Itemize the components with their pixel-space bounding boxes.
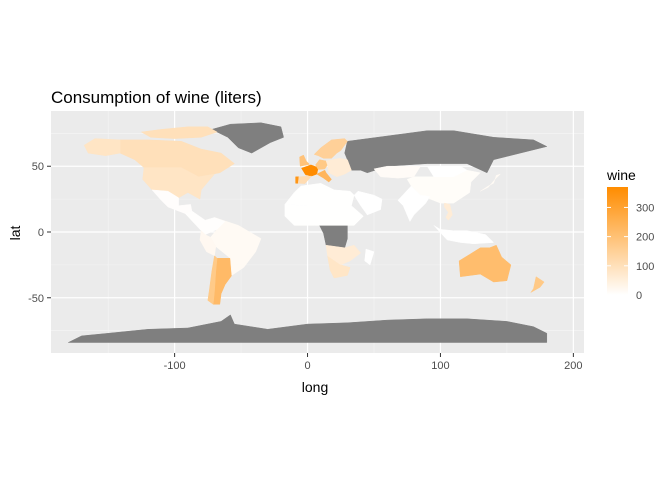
region-mexico <box>151 189 193 214</box>
legend-colorbar <box>607 187 628 295</box>
region-saudi-arabia <box>353 190 383 216</box>
region-uk <box>299 154 311 167</box>
region-madagascar <box>364 248 375 266</box>
region-spain <box>297 175 313 184</box>
legend-title: wine <box>606 167 636 183</box>
chart-title: Consumption of wine (liters) <box>51 88 262 107</box>
y-axis-label: lat <box>7 226 23 241</box>
region-eastern-europe <box>325 158 352 178</box>
x-axis-label: long <box>302 379 328 395</box>
x-tick-label: -100 <box>164 360 186 372</box>
y-tick-label: 0 <box>38 227 44 239</box>
x-tick-label: 200 <box>564 360 582 372</box>
legend-tick-label: 100 <box>636 261 654 273</box>
legend-ticks: 0 100 200 300 <box>607 202 654 302</box>
region-new-zealand <box>530 276 545 293</box>
x-axis: -100 0 100 200 <box>164 353 583 372</box>
legend-tick-label: 0 <box>636 290 642 302</box>
y-tick-label: 50 <box>32 161 44 173</box>
y-tick-label: -50 <box>28 293 44 305</box>
region-japan <box>480 173 501 192</box>
x-tick-label: 100 <box>431 360 449 372</box>
region-alaska <box>83 138 121 156</box>
map-regions <box>68 122 548 343</box>
region-antarctica <box>68 314 548 343</box>
region-greenland <box>211 122 284 154</box>
region-india <box>397 185 431 223</box>
region-peru <box>199 230 217 257</box>
region-australia <box>458 244 512 283</box>
region-indonesia <box>433 225 495 245</box>
region-italy <box>316 169 332 183</box>
region-sahel <box>284 204 364 226</box>
legend: wine 0 100 200 300 <box>606 167 654 302</box>
region-vietnam <box>444 202 453 221</box>
region-scandinavia <box>313 138 348 159</box>
region-arctic-canada <box>140 126 218 139</box>
x-tick-label: 0 <box>304 360 310 372</box>
region-southern-africa <box>325 244 362 266</box>
legend-tick-label: 300 <box>636 202 654 214</box>
region-kazakhstan <box>373 165 421 179</box>
region-chile <box>207 255 218 305</box>
region-mongolia <box>426 165 468 178</box>
legend-tick-label: 200 <box>636 232 654 244</box>
y-axis: -50 0 50 <box>28 161 51 305</box>
